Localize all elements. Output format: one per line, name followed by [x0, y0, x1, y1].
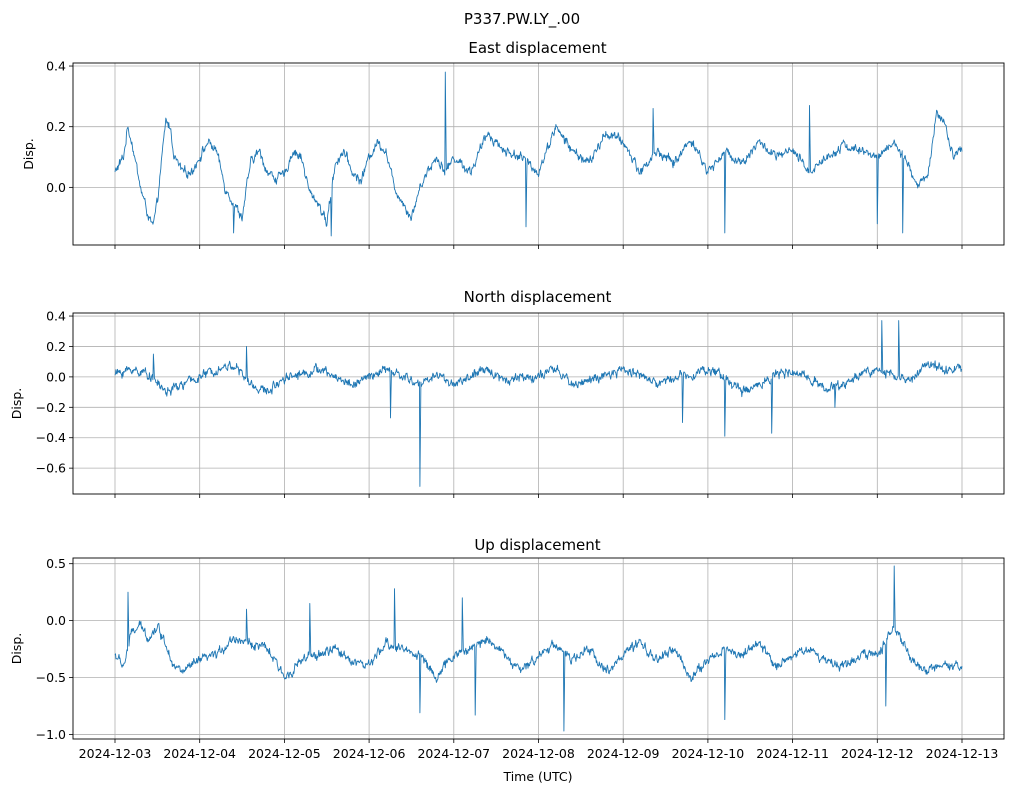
y-tick-label: −0.2 [36, 400, 66, 415]
x-tick-label: 2024-12-08 [502, 746, 575, 761]
y-tick-label: −1.0 [36, 727, 66, 742]
y-tick-label: 0.5 [46, 556, 66, 571]
subplot-title: North displacement [464, 288, 612, 306]
y-tick-label: 0.0 [46, 613, 66, 628]
subplot-title: Up displacement [474, 536, 600, 554]
y-axis-label: Disp. [9, 388, 24, 420]
x-tick-label: 2024-12-03 [79, 746, 152, 761]
axes-frame [72, 312, 1005, 495]
y-tick-label: −0.4 [36, 430, 66, 445]
y-tick-label: −0.6 [36, 461, 66, 476]
axes-frame [72, 557, 1005, 740]
y-tick-label: 0.4 [46, 309, 66, 324]
subplot-1: 0.4 0.2 0.0 East displacement Disp. [21, 39, 1005, 249]
x-tick-label: 2024-12-07 [417, 746, 490, 761]
y-axis-label: Disp. [21, 138, 36, 170]
x-tick-label: 2024-12-05 [248, 746, 321, 761]
y-tick-label: 0.0 [46, 369, 66, 384]
subplot-title: East displacement [468, 39, 606, 57]
x-tick-label: 2024-12-10 [672, 746, 745, 761]
x-tick-label: 2024-12-09 [587, 746, 660, 761]
subplot-2: 0.4 0.2 0.0 −0.2 −0.4 −0.6 North displacement D… [9, 288, 1005, 498]
series-line [114, 71, 963, 237]
series-line [114, 565, 963, 732]
axes-frame [72, 62, 1005, 246]
y-tick-label: 0.4 [46, 59, 66, 74]
x-tick-label: 2024-12-11 [756, 746, 829, 761]
series-line [114, 320, 963, 487]
subplot-3: 2024-12-03 2024-12-04 2024-12-05 2024-12-06… [9, 536, 1005, 784]
y-tick-label: 0.2 [46, 119, 66, 134]
figure-title: P337.PW.LY_.00 [464, 10, 580, 29]
x-tick-label: 2024-12-04 [163, 746, 236, 761]
x-axis-label: Time (UTC) [502, 769, 572, 784]
x-tick-label: 2024-12-06 [333, 746, 406, 761]
y-tick-label: 0.0 [46, 180, 66, 195]
y-tick-label: 0.2 [46, 339, 66, 354]
x-tick-label: 2024-12-12 [841, 746, 914, 761]
y-axis-label: Disp. [9, 633, 24, 665]
x-tick-label: 2024-12-13 [926, 746, 999, 761]
y-tick-label: −0.5 [36, 670, 66, 685]
